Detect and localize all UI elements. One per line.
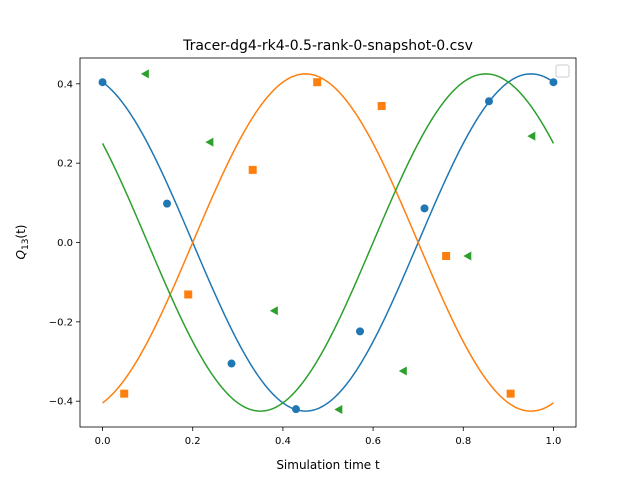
series-3-marker-triangle <box>398 366 407 376</box>
series-3-marker-triangle <box>334 405 343 415</box>
series-2-marker-square <box>184 290 193 299</box>
series-2-marker-square <box>377 102 386 111</box>
y-axis-label-sub: 13 <box>21 239 31 250</box>
series-1-marker-circle <box>163 199 172 208</box>
series-1-marker-circle <box>227 359 236 368</box>
series-2-marker-square <box>313 78 322 87</box>
x-tick-label: 0.4 <box>275 436 291 447</box>
y-axis-label: Q13(t) <box>14 225 31 260</box>
series-2-marker-square <box>442 251 451 260</box>
series-1-marker-circle <box>356 327 365 336</box>
series-line-3 <box>101 73 555 412</box>
y-tick-label: 0.4 <box>57 79 73 90</box>
x-axis-ticks: 0.0 0.2 0.4 0.6 0.8 1.0 <box>95 427 562 447</box>
series-line-1 <box>102 73 554 412</box>
y-tick-label: −0.2 <box>49 317 73 328</box>
x-tick-label: 0.0 <box>95 436 111 447</box>
x-axis-label-text: Simulation time t <box>276 458 380 472</box>
y-tick-label: 0.0 <box>57 238 73 249</box>
y-tick-label: −0.4 <box>49 397 73 408</box>
series-1-marker-circle <box>420 204 429 213</box>
series-3-marker-triangle <box>205 137 214 147</box>
series-2-marker-square <box>506 389 515 398</box>
x-tick-label: 0.8 <box>455 436 471 447</box>
series-3-marker-triangle <box>140 69 149 79</box>
x-tick-label: 1.0 <box>546 436 562 447</box>
series-markers <box>98 69 558 415</box>
series-3-marker-triangle <box>527 131 536 141</box>
series-line-2 <box>102 73 554 412</box>
legend-box <box>555 64 570 78</box>
series-1-marker-circle <box>291 405 300 414</box>
chart-title: Tracer-dg4-rk4-0.5-rank-0-snapshot-0.csv <box>182 38 473 54</box>
x-axis-label: Simulation time t <box>276 458 380 472</box>
series-3-marker-triangle <box>463 251 472 261</box>
y-axis-ticks: −0.4 −0.2 0.0 0.2 0.4 <box>49 79 80 408</box>
y-axis-label-arg: (t) <box>14 225 28 239</box>
x-tick-label: 0.6 <box>365 436 381 447</box>
series-2-marker-square <box>248 165 257 174</box>
series-lines <box>101 73 555 412</box>
x-tick-label: 0.2 <box>185 436 201 447</box>
series-3-marker-triangle <box>269 306 278 316</box>
series-2-marker-square <box>120 389 129 398</box>
y-tick-label: 0.2 <box>57 159 73 170</box>
series-1-marker-circle <box>484 97 493 106</box>
series-1-marker-circle <box>549 78 558 87</box>
series-1-marker-circle <box>98 78 107 87</box>
y-axis-label-main: Q <box>14 250 28 259</box>
plot-area <box>80 58 576 427</box>
